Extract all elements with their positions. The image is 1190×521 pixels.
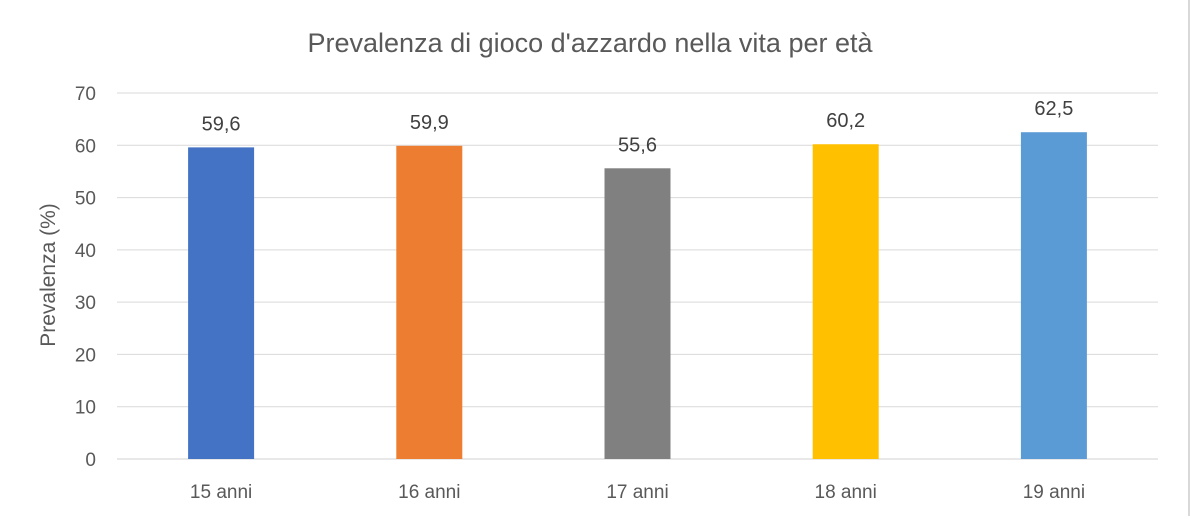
data-label: 55,6	[618, 134, 657, 156]
bar	[604, 168, 671, 459]
data-label: 60,2	[826, 110, 865, 132]
x-axis-categories: 15 anni 16 anni 17 anni 18 anni 19 anni	[190, 482, 1085, 503]
x-category-label: 18 anni	[815, 482, 877, 503]
chart-title: Prevalenza di gioco d'azzardo nella vita…	[308, 28, 874, 58]
y-tick-label: 70	[75, 84, 96, 105]
x-category-label: 15 anni	[190, 482, 252, 503]
x-category-label: 17 anni	[606, 482, 668, 503]
bar	[396, 145, 463, 459]
data-labels: 59,6 59,9 55,6 60,2 62,5	[202, 98, 1074, 156]
y-tick-label: 60	[75, 136, 96, 157]
y-tick-label: 40	[75, 241, 96, 262]
x-category-label: 16 anni	[398, 482, 460, 503]
y-tick-label: 30	[75, 293, 96, 314]
right-edge-frame	[1188, 0, 1190, 516]
y-tick-label: 50	[75, 189, 96, 210]
data-label: 59,9	[410, 112, 449, 134]
bar	[188, 147, 255, 459]
y-tick-label: 20	[75, 345, 96, 366]
bar	[812, 144, 879, 460]
data-label: 62,5	[1034, 98, 1073, 120]
y-axis-ticks: 0 10 20 30 40 50 60 70	[75, 84, 96, 471]
y-axis-title: Prevalenza (%)	[37, 203, 60, 347]
x-category-label: 19 anni	[1023, 482, 1085, 503]
bars	[188, 132, 1087, 460]
y-tick-label: 0	[85, 450, 96, 471]
bar	[1020, 132, 1087, 459]
y-tick-label: 10	[75, 398, 96, 419]
data-label: 59,6	[202, 113, 241, 135]
